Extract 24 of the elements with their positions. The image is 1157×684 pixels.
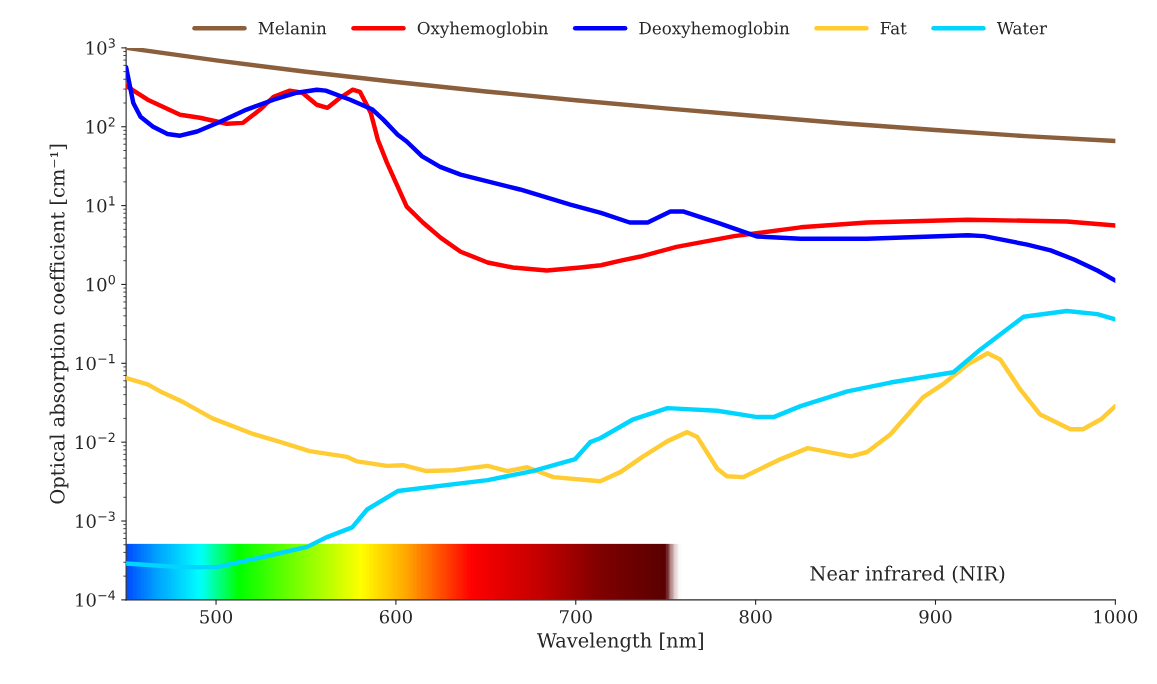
annotation: Near infrared (NIR) [810,565,1005,584]
x-tick-label: 900 [919,609,952,624]
y-axis-title: Optical absorption coefficient [cm⁻¹] [49,144,69,504]
legend-label: Water [996,22,1047,35]
y-tick-label: 10$^{1}$ [86,196,115,213]
legend-label: Fat [880,22,907,35]
x-tick-label: 500 [200,609,233,624]
y-tick-label: 10$^{−2}$ [76,432,115,450]
x-axis-title: Wavelength [nm] [536,632,703,652]
y-tick-label: 10$^{−1}$ [76,353,115,371]
y-tick-label: 10$^{2}$ [86,117,115,134]
x-tick-label: 1000 [1094,609,1138,624]
x-tick-label: 700 [560,609,592,624]
legend-label: Melanin [258,21,327,35]
line-series [126,47,1116,144]
y-tick-label: 10$^{3}$ [86,38,115,55]
y-tick-label: 10$^{0}$ [86,274,115,292]
y-tick-label: 10$^{−3}$ [76,511,115,528]
x-tick-label: 600 [379,609,412,624]
line-series [126,351,1116,484]
y-tick-label: 10$^{−4}$ [76,590,116,607]
legend-label: Deoxyhemoglobin [639,21,790,38]
x-tick-label: 800 [739,609,772,624]
legend-label: Oxyhemoglobin [417,21,549,38]
